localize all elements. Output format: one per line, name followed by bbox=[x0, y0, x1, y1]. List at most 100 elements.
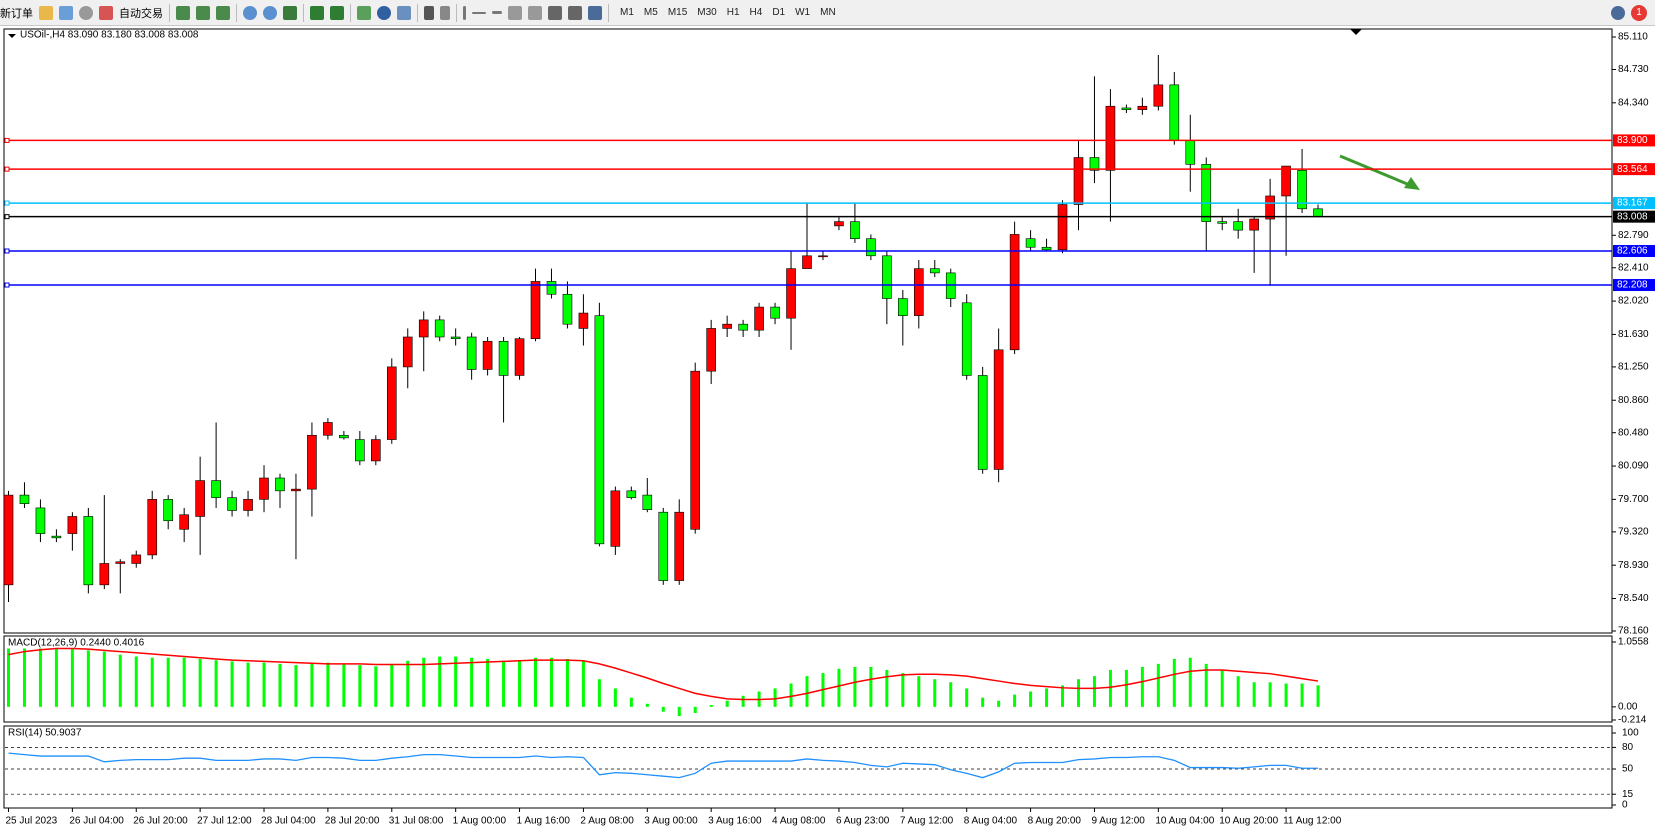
candle-body bbox=[594, 315, 605, 545]
timeframe[interactable]: MN bbox=[820, 7, 836, 18]
icon[interactable] bbox=[588, 5, 602, 20]
separator bbox=[456, 3, 457, 22]
search[interactable] bbox=[1611, 5, 1625, 20]
macd-bar bbox=[1188, 657, 1192, 707]
icon[interactable] bbox=[548, 5, 562, 20]
icon[interactable] bbox=[492, 11, 502, 14]
icon[interactable] bbox=[283, 5, 297, 20]
timeframe[interactable]: M5 bbox=[643, 7, 658, 18]
icon[interactable] bbox=[424, 5, 434, 20]
candle-body bbox=[51, 535, 62, 539]
icon[interactable] bbox=[508, 5, 522, 20]
candle-body bbox=[259, 477, 269, 500]
icon[interactable] bbox=[463, 5, 466, 20]
macd-bar bbox=[262, 662, 266, 707]
icon[interactable] bbox=[176, 5, 190, 20]
icon[interactable] bbox=[357, 5, 371, 20]
macd-bar bbox=[86, 650, 90, 707]
candle-body bbox=[371, 439, 381, 462]
icon[interactable] bbox=[196, 5, 210, 20]
rsi-tick-label: 100 bbox=[1622, 728, 1639, 739]
icon[interactable] bbox=[263, 5, 277, 20]
macd-bar bbox=[1316, 685, 1320, 707]
macd-bar bbox=[422, 657, 426, 707]
y-tick-label: 82.020 bbox=[1618, 296, 1649, 307]
icon[interactable] bbox=[377, 5, 391, 20]
macd-bar bbox=[917, 676, 921, 707]
macd-bar bbox=[326, 662, 330, 707]
icon[interactable] bbox=[310, 5, 324, 20]
level-handle bbox=[4, 248, 10, 254]
level-label: 82.606 bbox=[1617, 246, 1648, 257]
new-order[interactable]: 新订单 bbox=[0, 7, 33, 20]
icon[interactable] bbox=[568, 5, 582, 20]
macd-bar bbox=[1172, 658, 1176, 707]
candle-body bbox=[498, 340, 509, 376]
x-tick-label: 26 Jul 20:00 bbox=[133, 816, 188, 827]
candle-body bbox=[658, 511, 669, 581]
rsi-tick-label: 0 bbox=[1622, 800, 1628, 811]
candle-body bbox=[786, 268, 796, 319]
candle-body bbox=[386, 366, 397, 440]
icon[interactable] bbox=[39, 5, 53, 20]
x-tick-label: 28 Jul 20:00 bbox=[325, 816, 380, 827]
macd-bar bbox=[1252, 682, 1256, 707]
icon[interactable] bbox=[99, 5, 113, 20]
candle-body bbox=[1105, 105, 1116, 171]
macd-bar bbox=[677, 706, 681, 717]
toolbar: 新订单 自动交易 M1 M5 M15 M30 H1 H4 D1 W1 MN 1 bbox=[0, 0, 1655, 26]
macd-bar bbox=[278, 663, 282, 707]
candle-body bbox=[1073, 157, 1084, 205]
timeframe[interactable]: H1 bbox=[726, 7, 740, 18]
icon[interactable] bbox=[79, 5, 93, 20]
candle-body bbox=[99, 563, 110, 586]
macd-label: MACD(12,26,9) 0.2440 0.4016 bbox=[8, 638, 145, 649]
icon[interactable] bbox=[243, 5, 257, 20]
y-tick-label: 78.540 bbox=[1618, 593, 1649, 604]
macd-bar bbox=[693, 706, 697, 713]
icon[interactable] bbox=[472, 11, 486, 14]
menu-arrow[interactable] bbox=[8, 34, 16, 38]
icon[interactable] bbox=[397, 5, 411, 20]
auto-trading[interactable]: 自动交易 bbox=[119, 7, 163, 20]
level-handle bbox=[4, 200, 10, 206]
candle-body bbox=[1025, 238, 1036, 248]
candle-body bbox=[1089, 157, 1100, 171]
macd-bar bbox=[837, 668, 841, 707]
icon[interactable] bbox=[528, 5, 542, 20]
x-tick-label: 1 Aug 00:00 bbox=[453, 816, 507, 827]
x-tick-label: 2 Aug 08:00 bbox=[580, 816, 634, 827]
icon[interactable] bbox=[440, 5, 450, 20]
x-tick-label: 6 Aug 23:00 bbox=[836, 816, 890, 827]
level-label: 83.900 bbox=[1617, 135, 1648, 146]
icon[interactable] bbox=[330, 5, 344, 20]
x-tick-label: 3 Aug 00:00 bbox=[644, 816, 698, 827]
macd-bar bbox=[869, 666, 873, 707]
macd-bar bbox=[661, 706, 665, 712]
candle-body bbox=[482, 340, 493, 370]
notification-badge[interactable]: 1 bbox=[1631, 4, 1647, 21]
rsi-frame bbox=[3, 725, 1613, 809]
candle-body bbox=[1121, 107, 1132, 110]
timeframes: M1 M5 M15 M30 H1 H4 D1 W1 MN bbox=[615, 7, 841, 18]
y-tick-label: 84.340 bbox=[1618, 97, 1649, 108]
icon[interactable] bbox=[216, 5, 230, 20]
candle-body bbox=[434, 319, 445, 338]
macd-bar bbox=[853, 666, 857, 707]
macd-bar bbox=[741, 695, 745, 707]
timeframe[interactable]: M1 bbox=[620, 7, 634, 18]
candle-body bbox=[1297, 170, 1307, 210]
icon[interactable] bbox=[59, 5, 73, 20]
macd-bar bbox=[1045, 688, 1049, 707]
timeframe[interactable]: W1 bbox=[795, 7, 811, 18]
level-label-bg bbox=[1613, 210, 1655, 223]
level-label: 83.008 bbox=[1617, 211, 1648, 222]
timeframe[interactable]: D1 bbox=[772, 7, 786, 18]
timeframe[interactable]: M15 bbox=[667, 7, 688, 18]
x-tick-label: 28 Jul 04:00 bbox=[261, 816, 316, 827]
macd-bar bbox=[629, 697, 633, 707]
timeframe[interactable]: H4 bbox=[749, 7, 763, 18]
timeframe[interactable]: M30 bbox=[697, 7, 717, 18]
candle-body bbox=[275, 477, 285, 492]
candle-body bbox=[961, 302, 972, 376]
